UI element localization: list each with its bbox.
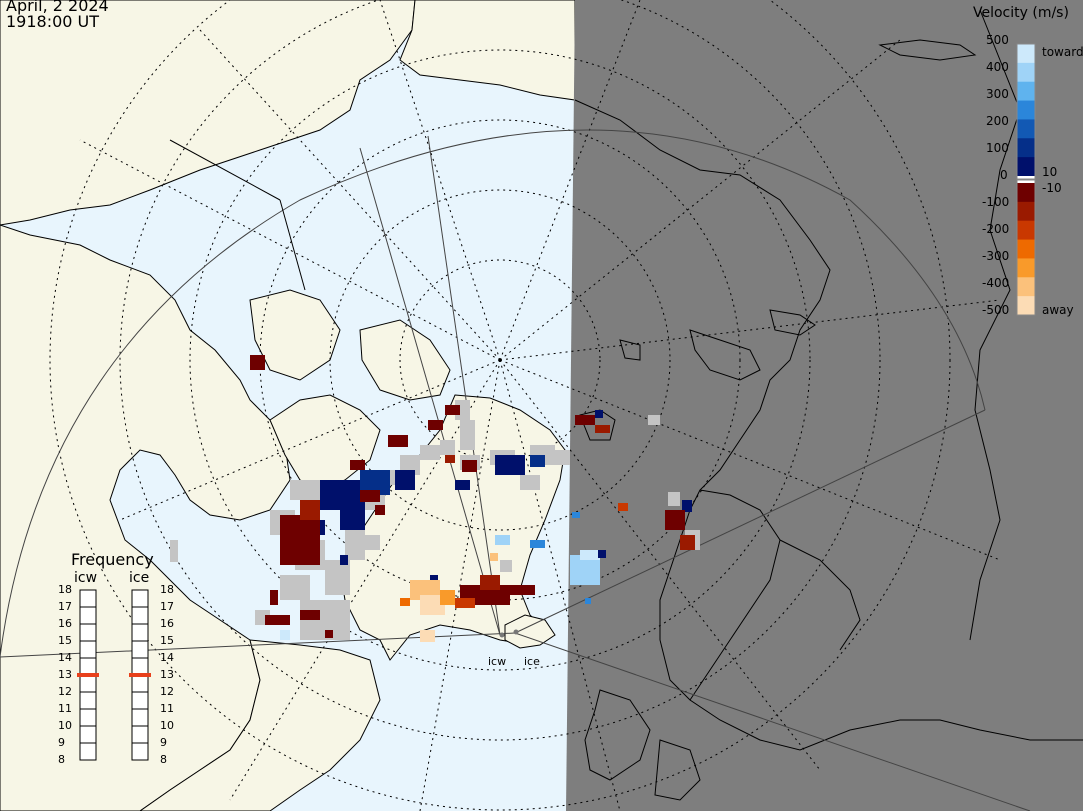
velocity-tick-label: 400: [986, 60, 1009, 74]
velocity-label-away: away: [1042, 303, 1074, 317]
velocity-tick-label: -100: [982, 195, 1010, 209]
frequency-gauge-icw: [77, 589, 99, 761]
frequency-tick-label: 8: [58, 753, 65, 766]
colorbar-segment: [1017, 201, 1035, 222]
frequency-tick-label: 13: [160, 668, 174, 681]
site-marker-ice: [513, 629, 519, 635]
colorbar-segment: [1017, 100, 1035, 120]
colorbar-segment: [1017, 44, 1035, 64]
velocity-label-toward: toward: [1042, 45, 1083, 59]
sector-lines: [169, 139, 306, 291]
frequency-marker: [129, 673, 151, 677]
site-label-icw: icw: [488, 655, 507, 668]
frequency-station-icw: icw: [74, 570, 98, 586]
colorbar-segment: [1017, 183, 1035, 203]
site-label-ice: ice: [524, 655, 540, 668]
colorbar-segment: [1017, 239, 1035, 259]
map-date: April, 2 2024: [6, 0, 109, 15]
velocity-tick-label: 200: [986, 114, 1009, 128]
map-time: 1918:00 UT: [6, 12, 100, 31]
velocity-title: Velocity (m/s): [973, 5, 1069, 21]
frequency-tick-label: 11: [58, 702, 72, 715]
frequency-tick-label: 10: [58, 719, 72, 732]
frequency-gauges: [77, 589, 151, 761]
velocity-tick-label: 0: [1000, 168, 1008, 182]
frequency-tick-label: 17: [160, 600, 174, 613]
frequency-tick-label: 14: [58, 651, 72, 664]
night-shade: [566, 0, 1083, 811]
frequency-tick-label: 16: [160, 617, 174, 630]
frequency-tick-label: 9: [58, 736, 65, 749]
frequency-tick-label: 13: [58, 668, 72, 681]
colorbar-segment: [1017, 258, 1035, 278]
frequency-tick-label: 14: [160, 651, 174, 664]
velocity-colorbar: [1016, 43, 1036, 316]
velocity-tick-label: -200: [982, 222, 1010, 236]
velocity-away: [250, 355, 695, 642]
frequency-tick-label: 15: [160, 634, 174, 647]
colorbar-frame: [1016, 43, 1036, 316]
land-ellesmere: [359, 319, 451, 401]
colorbar-segment: [1017, 220, 1035, 241]
frequency-tick-label: 12: [58, 685, 72, 698]
frequency-tick-label: 18: [58, 583, 72, 596]
frequency-tick-label: 18: [160, 583, 174, 596]
velocity-tick-label: 100: [986, 141, 1009, 155]
velocity-tick-label: -500: [982, 303, 1010, 317]
frequency-tick-label: 16: [58, 617, 72, 630]
velocity-tick-label: -300: [982, 249, 1010, 263]
frequency-tick-label: 11: [160, 702, 174, 715]
colorbar-segment: [1017, 277, 1035, 297]
colorbar-segment: [1017, 296, 1035, 316]
velocity-toward: [280, 410, 692, 640]
land-iceland: [504, 614, 556, 649]
frequency-station-ice: ice: [129, 570, 150, 586]
colorbar-segment: [1017, 62, 1035, 83]
frequency-tick-label: 17: [58, 600, 72, 613]
velocity-tick-label: -400: [982, 276, 1010, 290]
colorbar-segment: [1017, 138, 1035, 158]
velocity-tick-label: 500: [986, 33, 1009, 47]
frequency-tick-label: 9: [160, 736, 167, 749]
land-alaska: [0, 0, 416, 226]
velocity-threshold-negative: -10: [1042, 181, 1062, 195]
frequency-gauge-ice: [129, 589, 151, 761]
colorbar-segment: [1017, 81, 1035, 102]
frequency-tick-label: 12: [160, 685, 174, 698]
radar-sites: [499, 629, 519, 638]
velocity-tick-label: 300: [986, 87, 1009, 101]
frequency-tick-label: 8: [160, 753, 167, 766]
land-labrador: [139, 639, 381, 811]
frequency-title: Frequency: [71, 550, 154, 569]
frequency-marker: [77, 673, 99, 677]
colorbar-segment: [1017, 119, 1035, 139]
frequency-tick-label: 15: [58, 634, 72, 647]
frequency-tick-label: 10: [160, 719, 174, 732]
site-marker-icw: [499, 632, 505, 638]
velocity-threshold-positive: 10: [1042, 165, 1058, 179]
colorbar-segment: [1017, 157, 1035, 177]
